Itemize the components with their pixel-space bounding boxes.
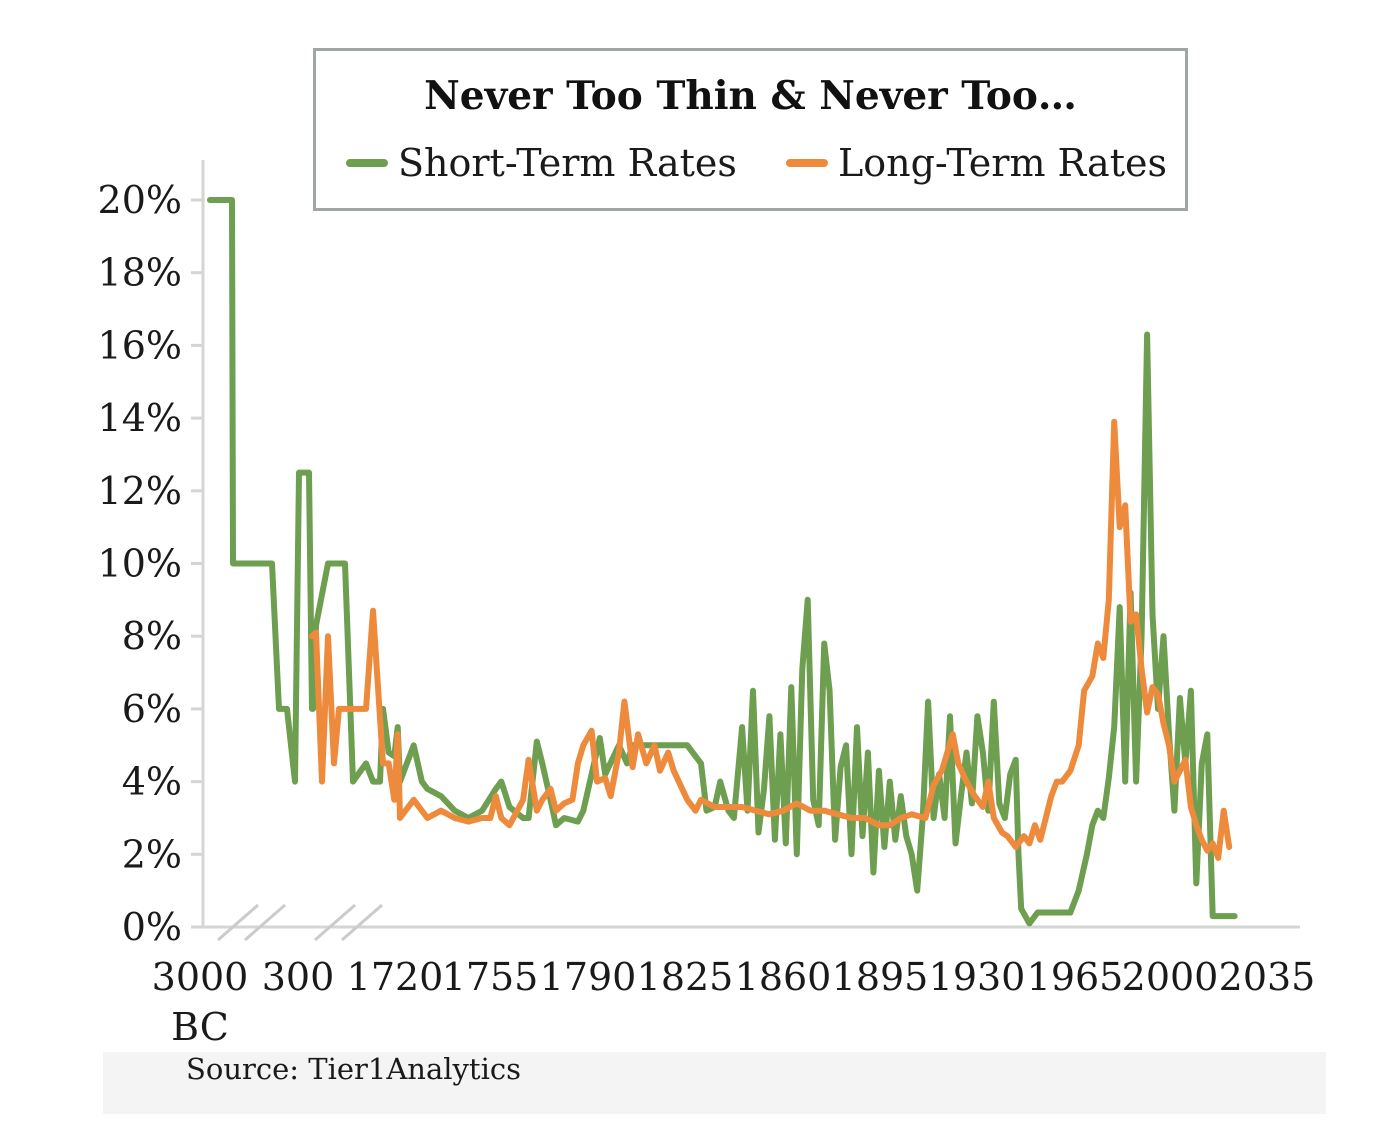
y-tick-label: 2% <box>122 832 182 876</box>
x-tick-label: 2000 <box>1122 955 1219 999</box>
y-tick-label: 0% <box>122 905 182 949</box>
y-tick-label: 12% <box>98 469 182 513</box>
y-tick-label: 16% <box>98 323 182 367</box>
x-tick-label: 1965 <box>1027 955 1124 999</box>
x-tick-label: 1860 <box>735 955 832 999</box>
axis-break-slash <box>314 903 356 942</box>
legend-label-short-term: Short-Term Rates <box>398 141 737 185</box>
y-tick-label: 20% <box>98 178 182 222</box>
x-tick-label: 1790 <box>540 955 637 999</box>
axes <box>201 160 1300 929</box>
y-tick-label: 14% <box>98 396 182 440</box>
footer-band <box>103 1052 1326 1114</box>
y-tick-label: 4% <box>122 760 182 804</box>
y-axis-ticks: 0% 2% 4% 6% 8% 10% 12% 14% 16% 18% 20% <box>98 178 203 949</box>
series-layer <box>207 197 1238 927</box>
axis-break-slash <box>217 903 259 942</box>
x-tick-label: 1755 <box>442 955 539 999</box>
x-tick-label: 2035 <box>1219 955 1316 999</box>
y-tick-label: 10% <box>98 542 182 586</box>
y-tick-label: 18% <box>98 251 182 295</box>
x-tick-label: 1930 <box>929 955 1026 999</box>
legend-entry-long-term: Long-Term Rates <box>786 141 1167 185</box>
legend-swatch-long-term <box>786 159 828 167</box>
x-tick-label: 1825 <box>637 955 734 999</box>
x-tick-label: 1720 <box>347 955 444 999</box>
source-note: Source: Tier1Analytics <box>186 1052 521 1086</box>
y-tick-label: 8% <box>122 614 182 658</box>
x-tick-label: 300 <box>262 955 335 999</box>
axis-break-slash <box>244 903 286 942</box>
series-line-long-term-rates <box>309 418 1233 861</box>
legend-entry-short-term: Short-Term Rates <box>346 141 737 185</box>
series-line-short-term-rates <box>207 197 1238 927</box>
x-tick-label: 3000 BC <box>152 955 249 1049</box>
legend-label-long-term: Long-Term Rates <box>838 141 1167 185</box>
x-tick-label: 1895 <box>832 955 929 999</box>
legend-swatch-short-term <box>346 159 388 167</box>
y-tick-label: 6% <box>122 687 182 731</box>
chart-title: Never Too Thin & Never Too… <box>424 73 1077 119</box>
axis-break-marks <box>217 903 383 942</box>
axis-break-slash <box>341 903 383 942</box>
legend: Never Too Thin & Never Too… Short-Term R… <box>313 48 1188 211</box>
